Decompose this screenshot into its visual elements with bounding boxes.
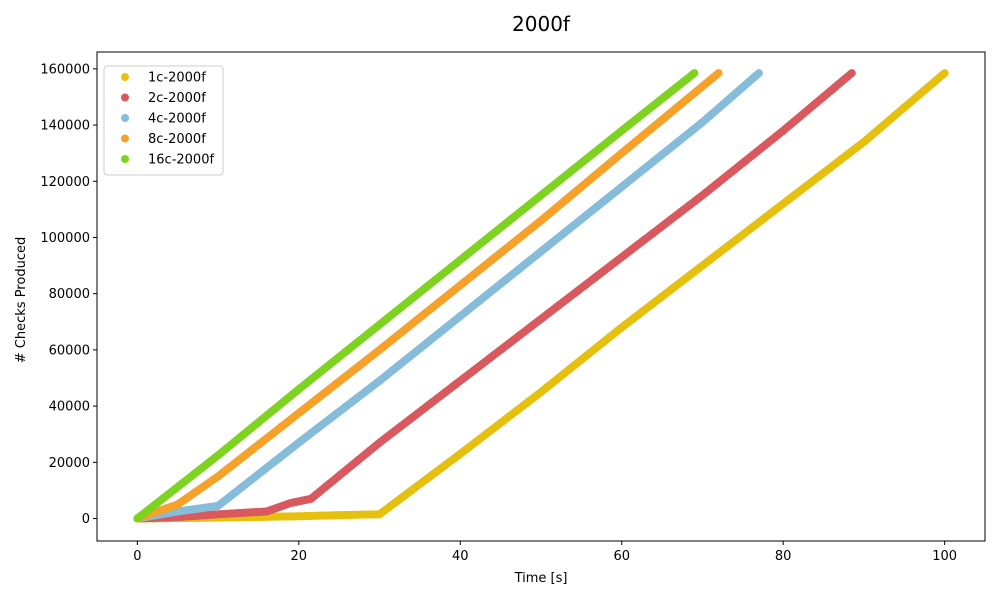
data-point — [690, 69, 699, 78]
data-point — [847, 69, 856, 78]
legend-label: 16c-2000f — [148, 153, 214, 168]
y-tick-label: 0 — [82, 512, 90, 527]
x-tick-label: 60 — [613, 549, 630, 564]
y-axis-label: # Checks Produced — [14, 237, 29, 363]
data-point — [714, 69, 723, 78]
series-8c-2000f — [133, 69, 723, 523]
y-tick-label: 20000 — [49, 456, 90, 471]
series-16c-2000f — [133, 69, 699, 523]
legend-marker — [121, 93, 129, 102]
y-tick-label: 120000 — [40, 175, 90, 190]
x-tick-label: 80 — [775, 549, 792, 564]
x-tick-label: 40 — [452, 549, 469, 564]
y-tick-label: 60000 — [49, 343, 90, 358]
legend-label: 2c-2000f — [148, 91, 206, 106]
y-tick-label: 140000 — [40, 119, 90, 134]
x-tick-label: 100 — [932, 549, 957, 564]
x-tick-label: 0 — [133, 549, 141, 564]
x-tick-label: 20 — [291, 549, 308, 564]
x-axis-label: Time [s] — [514, 571, 568, 586]
legend-label: 4c-2000f — [148, 112, 206, 127]
y-tick-label: 40000 — [49, 400, 90, 415]
legend-marker — [121, 134, 129, 143]
series-4c-2000f — [133, 69, 763, 523]
chart-title: 2000f — [512, 12, 571, 36]
legend-marker — [121, 73, 129, 81]
axes: 0 20 40 60 80 100 0 20000 40000 60000 80000 100000 1… — [40, 51, 986, 564]
series-1c-2000f — [133, 69, 949, 523]
plot-frame — [96, 51, 986, 542]
y-tick-label: 100000 — [40, 231, 90, 246]
legend-label: 8c-2000f — [148, 132, 206, 147]
data-point — [940, 69, 949, 78]
legend-box — [103, 65, 224, 176]
data-point — [754, 69, 763, 78]
legend-label: 1c-2000f — [148, 71, 206, 86]
series-2c-2000f — [133, 69, 856, 523]
legend: 1c-2000f 2c-2000f 4c-2000f 8c-2000f 16c-2000… — [103, 65, 224, 176]
plot-area — [133, 69, 949, 523]
legend-marker — [121, 155, 129, 163]
y-tick-label: 160000 — [40, 62, 90, 77]
legend-marker — [121, 114, 129, 122]
y-tick-label: 80000 — [49, 287, 90, 302]
